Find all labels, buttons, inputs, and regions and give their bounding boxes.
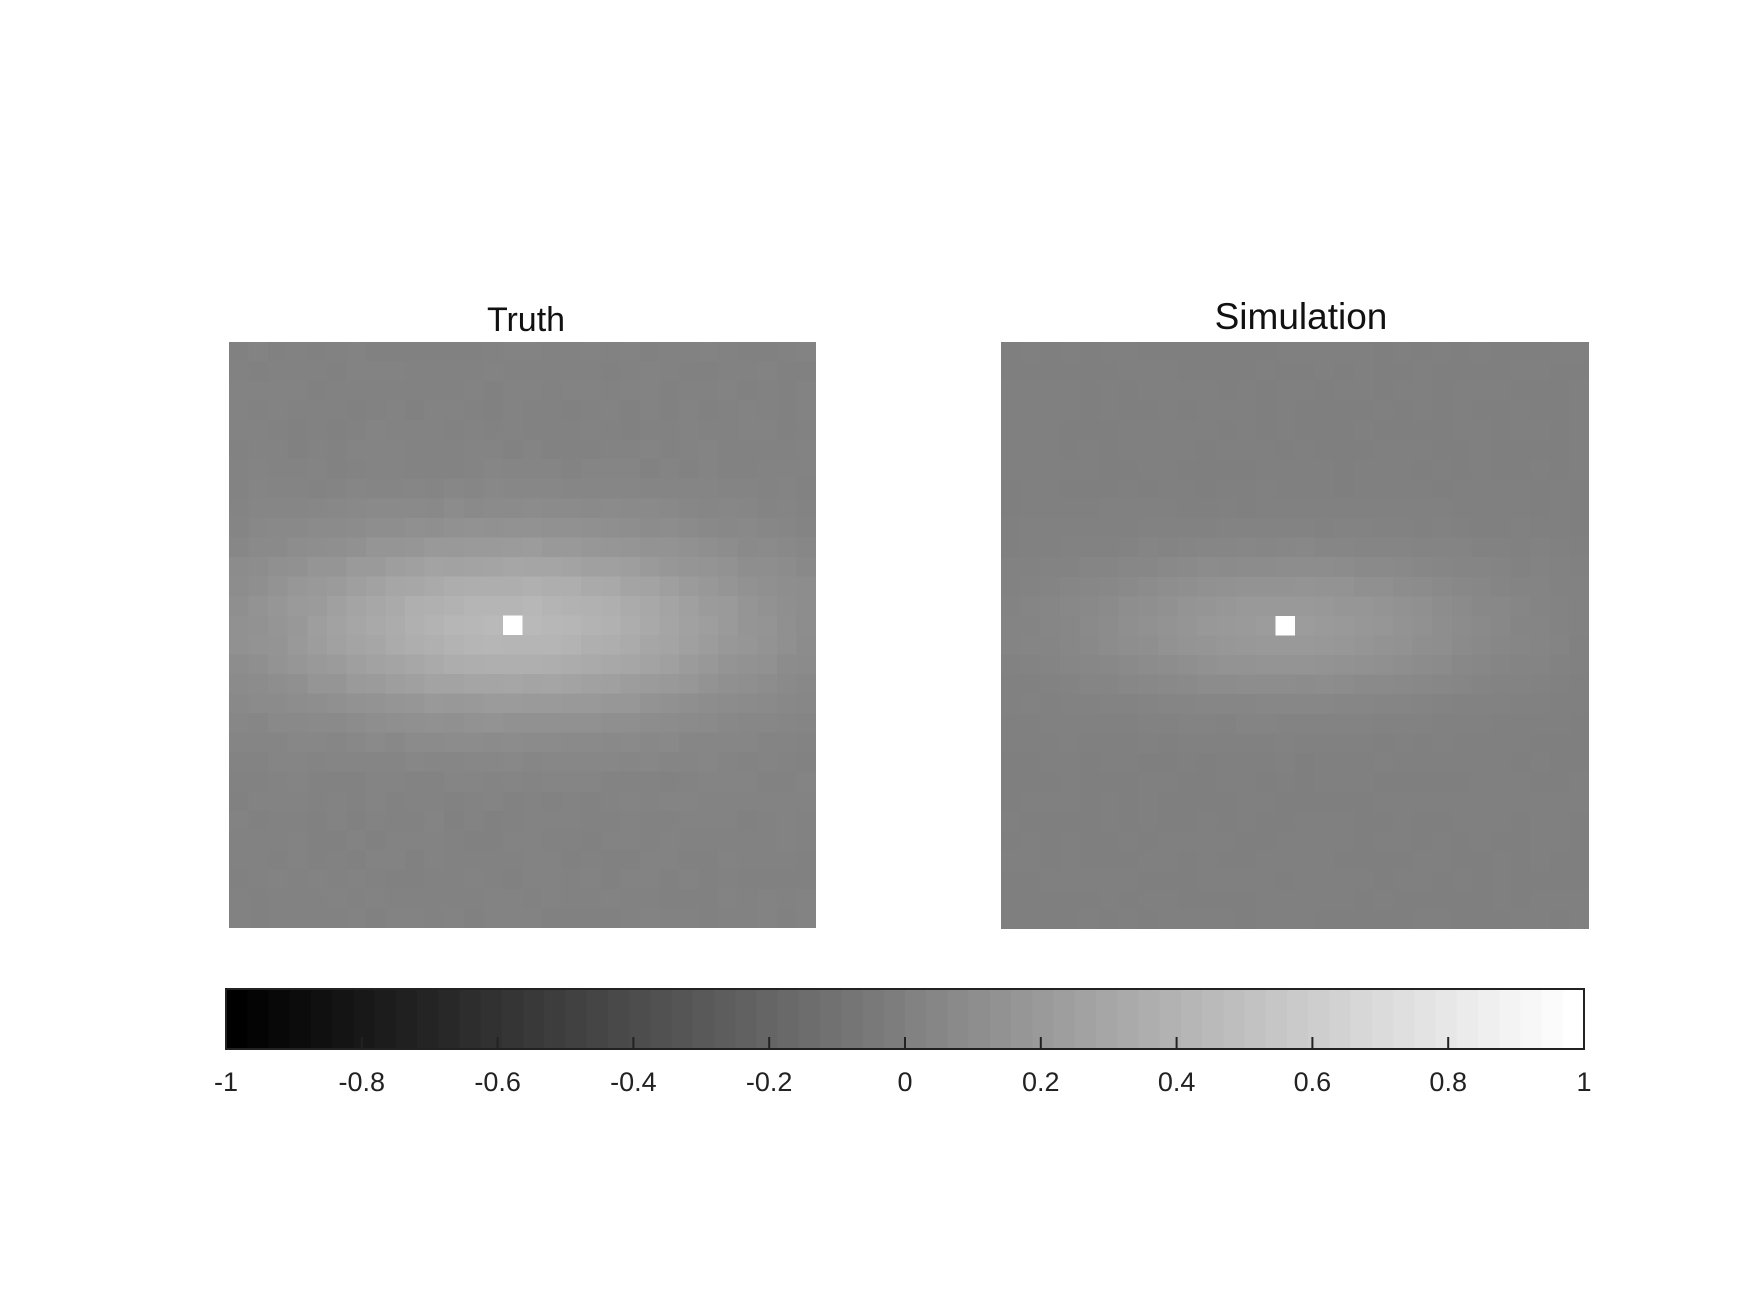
- colorbar-band: [459, 989, 482, 1049]
- colorbar-band: [310, 989, 333, 1049]
- simulation-title: Simulation: [1214, 296, 1388, 337]
- colorbar-band: [1520, 989, 1543, 1049]
- colorbar-band: [544, 989, 567, 1049]
- colorbar-tick-label: 0.6: [1294, 1067, 1332, 1097]
- colorbar-tick-label: -0.8: [339, 1067, 386, 1097]
- colorbar-band: [332, 989, 354, 1049]
- colorbar-band: [501, 989, 524, 1049]
- colorbar-band: [756, 989, 779, 1049]
- colorbar-band: [1350, 989, 1373, 1049]
- truth-heatmap: [229, 342, 816, 928]
- colorbar-band: [1541, 989, 1564, 1049]
- colorbar-band: [1393, 989, 1415, 1049]
- colorbar-band: [968, 989, 991, 1049]
- colorbar-band: [1562, 989, 1585, 1049]
- colorbar-band: [629, 989, 651, 1049]
- colorbar-tick-label: -1: [214, 1067, 238, 1097]
- colorbar-band: [650, 989, 673, 1049]
- colorbar-band: [586, 989, 609, 1049]
- colorbar-band: [289, 989, 312, 1049]
- colorbar-band: [1499, 989, 1521, 1049]
- colorbar-band: [1244, 989, 1267, 1049]
- colorbar-band: [480, 989, 503, 1049]
- colorbar-band: [1477, 989, 1500, 1049]
- colorbar-tick-label: 1: [1576, 1067, 1591, 1097]
- colorbar-tick-label: 0: [897, 1067, 912, 1097]
- colorbar-band: [798, 989, 821, 1049]
- colorbar-band: [1117, 989, 1140, 1049]
- colorbar-band: [1074, 989, 1097, 1049]
- colorbar-band: [1414, 989, 1437, 1049]
- colorbar-band: [353, 989, 376, 1049]
- colorbar-band: [905, 989, 927, 1049]
- colorbar-tick-label: -0.2: [746, 1067, 793, 1097]
- colorbar-band: [1095, 989, 1118, 1049]
- colorbar-band: [1011, 989, 1033, 1049]
- colorbar-band: [714, 989, 736, 1049]
- colorbar-band: [247, 989, 270, 1049]
- colorbar-band: [883, 989, 906, 1049]
- colorbar-tick-label: 0.8: [1429, 1067, 1467, 1097]
- colorbar-ticks: [225, 1037, 1585, 1049]
- colorbar-band: [1329, 989, 1352, 1049]
- colorbar-band: [1138, 989, 1161, 1049]
- colorbar-band: [374, 989, 397, 1049]
- colorbar-band: [1180, 989, 1203, 1049]
- colorbar-band: [820, 989, 842, 1049]
- colorbar-band: [523, 989, 545, 1049]
- colorbar-band: [841, 989, 864, 1049]
- truth-title: Truth: [486, 301, 566, 339]
- colorbar-tick-label: 0.2: [1022, 1067, 1060, 1097]
- colorbar-band: [692, 989, 715, 1049]
- colorbar-band: [226, 989, 248, 1049]
- colorbar-band: [416, 989, 439, 1049]
- colorbar-band: [1032, 989, 1055, 1049]
- colorbar-tick-label: -0.4: [610, 1067, 657, 1097]
- colorbar-band: [565, 989, 588, 1049]
- colorbar-band: [607, 989, 630, 1049]
- colorbar-band: [1286, 989, 1309, 1049]
- colorbar-band: [735, 989, 758, 1049]
- colorbar-band: [1053, 989, 1076, 1049]
- colorbar-band: [1435, 989, 1458, 1049]
- simulation-heatmap: [1001, 342, 1589, 929]
- colorbar-band: [438, 989, 461, 1049]
- colorbar-band: [926, 989, 949, 1049]
- colorbar-gradient: [226, 989, 1585, 1049]
- colorbar-band: [671, 989, 694, 1049]
- colorbar-band: [1202, 989, 1224, 1049]
- colorbar-band: [1159, 989, 1182, 1049]
- colorbar-band: [1371, 989, 1394, 1049]
- colorbar-band: [268, 989, 291, 1049]
- colorbar-tick-labels: -1 -0.8 -0.6 -0.4 -0.2 0 0.2 0.4 0.6 0.8 1: [214, 1067, 1592, 1097]
- colorbar-tick-label: -0.6: [474, 1067, 521, 1097]
- colorbar-band: [947, 989, 970, 1049]
- colorbar-band: [862, 989, 885, 1049]
- colorbar-tick-label: 0.4: [1158, 1067, 1196, 1097]
- colorbar-band: [1265, 989, 1288, 1049]
- colorbar-band: [1308, 989, 1330, 1049]
- colorbar-band: [1456, 989, 1479, 1049]
- colorbar-band: [777, 989, 800, 1049]
- colorbar-band: [395, 989, 418, 1049]
- colorbar-band: [989, 989, 1012, 1049]
- colorbar-band: [1223, 989, 1246, 1049]
